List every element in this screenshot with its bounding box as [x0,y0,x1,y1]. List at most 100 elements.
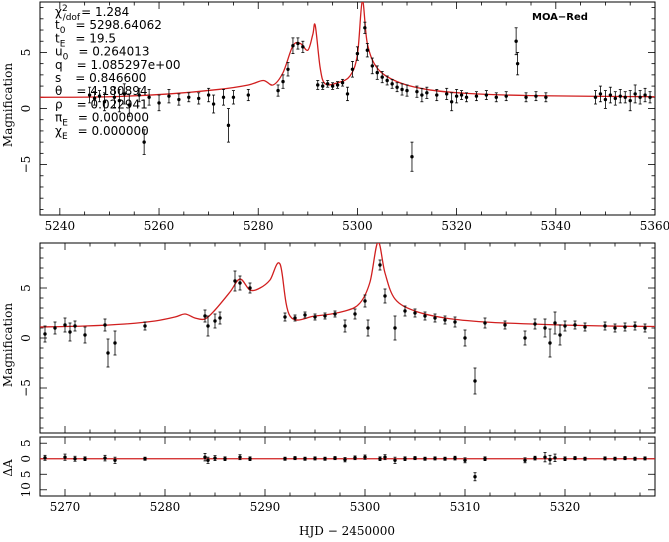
data-point [223,457,227,461]
x-axis-title: HJD − 2450000 [299,524,395,538]
data-point [363,455,367,459]
data-point [643,326,647,330]
data-point [221,95,226,99]
observatory-label: MOA−Red [532,12,588,23]
data-point [283,315,287,319]
data-point [393,326,397,330]
data-point [303,457,307,461]
data-point [453,456,457,460]
data-point [83,457,87,461]
data-point [276,88,280,93]
data-point [393,458,397,462]
data-point [248,457,252,461]
data-point [463,336,467,340]
y-tick-label: −5 [19,156,33,174]
data-point [504,94,508,98]
data-point [603,456,607,461]
data-point [413,311,417,315]
data-point [206,93,211,97]
y-tick-label: 5 [19,470,33,478]
data-point [355,51,360,56]
x-tick-label: 5290 [250,500,281,514]
data-point [573,456,577,460]
data-point [623,456,627,460]
data-point [147,95,151,99]
x-tick-label: 5300 [342,219,373,233]
data-point [613,326,617,330]
data-point [375,70,379,75]
data-point [313,315,317,319]
fit-parameter: ρ = 0.022941 [55,97,148,111]
data-point [598,92,603,96]
data-point [370,64,374,68]
y-tick-label: 5 [19,284,33,292]
y-tick-label: 10 [19,482,33,497]
data-point [548,457,552,462]
data-point [420,93,424,97]
data-point [63,455,67,459]
y-tick-label: 0 [19,334,33,342]
data-point [330,84,335,88]
model-curve [40,2,655,98]
fit-parameter: t0 = 5298.64062 [55,18,162,36]
data-point [231,95,236,99]
x-tick-label: 5310 [450,500,481,514]
data-point [484,93,489,97]
data-point [410,155,414,159]
y-tick-label: 5 [19,439,33,447]
data-point [238,281,242,285]
data-point [593,95,598,99]
data-point [157,101,161,105]
plot-area [40,2,655,172]
data-point [68,330,72,334]
data-point [246,93,251,97]
data-point [425,91,429,95]
fit-parameter: χ2/dof= 1.284 [55,4,129,23]
data-point [102,100,107,104]
data-point [444,92,449,96]
data-point [524,95,528,99]
data-point [365,48,370,52]
data-point [608,93,613,97]
data-point [494,95,498,99]
y-tick-label: −5 [19,379,33,397]
data-point [435,93,439,97]
y-tick-label: 5 [19,49,33,57]
data-point [443,457,447,461]
data-point [523,458,527,462]
data-point [233,279,237,283]
x-tick-label: 5360 [640,219,669,233]
data-point [515,61,520,66]
data-point [514,39,518,43]
data-point [142,140,146,144]
data-point [464,95,469,99]
plot-frame [39,242,656,434]
data-point [628,98,632,103]
panel-middle-zoom: −5 0 5 [19,242,656,434]
data-point [603,97,608,102]
data-point [613,96,618,101]
data-point [618,94,622,98]
data-point [206,458,210,462]
data-point [238,455,242,459]
data-point [283,457,287,461]
data-point [117,98,122,103]
data-point [633,457,637,461]
data-point [563,457,567,461]
data-point [454,94,459,98]
plot-area [40,243,655,395]
data-point [405,88,409,93]
data-point [623,95,627,99]
panel-top-full-season: 5240 5260 5280 5300 5320 5340 5360 −5 0 5 [19,1,669,233]
data-point [113,458,117,462]
data-point [459,93,464,97]
data-point [363,299,367,303]
data-point [323,314,327,318]
data-point [350,67,355,71]
x-tick-label: 5320 [441,219,472,233]
data-point [103,323,107,327]
data-point [293,456,297,460]
data-point [433,456,437,461]
data-point [583,325,587,329]
data-point [413,456,417,460]
